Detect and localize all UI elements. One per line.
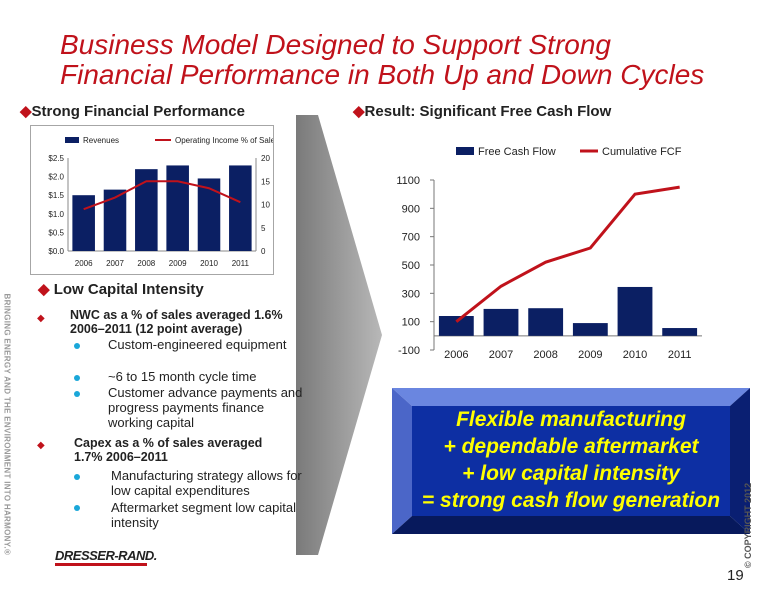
left-tick-label: $2.0 xyxy=(48,173,64,182)
x-tick-label: 2011 xyxy=(232,259,250,268)
right-tick-label: 15 xyxy=(261,177,270,186)
right-section-header: ◆Result: Significant Free Cash Flow xyxy=(353,102,611,120)
blue-dot-bullet-icon xyxy=(74,343,80,349)
callout-text: Flexible manufacturing + dependable afte… xyxy=(412,406,730,516)
sub-bullet-2: ~6 to 15 month cycle time xyxy=(108,369,257,384)
x-tick-label: 2006 xyxy=(444,349,468,361)
fcf-bar xyxy=(617,286,653,336)
left-section-header: ◆Strong Financial Performance xyxy=(20,102,245,120)
x-tick-label: 2009 xyxy=(169,259,187,268)
x-tick-label: 2008 xyxy=(533,349,557,361)
legend-label-op-income: Operating Income % of Sales xyxy=(175,136,273,145)
left-tick-label: $1.5 xyxy=(48,191,64,200)
y-tick-label: -100 xyxy=(398,345,420,357)
x-tick-label: 2007 xyxy=(106,259,124,268)
cumulative-fcf-line xyxy=(455,185,680,323)
legend-label-revenues: Revenues xyxy=(83,136,119,145)
page-number: 19 xyxy=(727,567,744,584)
sub-bullet-5: Aftermarket segment low capital intensit… xyxy=(111,500,296,530)
copyright-text: © COPYRIGHT 2012 xyxy=(743,482,753,568)
fcf-bar xyxy=(483,308,519,336)
slide-title: Business Model Designed to Support Stron… xyxy=(60,30,760,90)
revenue-bar xyxy=(135,169,158,251)
blue-dot-bullet-icon xyxy=(74,505,80,511)
fcf-bar xyxy=(438,316,474,336)
fcf-chart: Free Cash Flow Cumulative FCF -100 100 300 50… xyxy=(396,146,702,361)
callout-line-3: + low capital intensity xyxy=(462,462,680,485)
x-tick-label: 2007 xyxy=(489,349,513,361)
x-tick-label: 2009 xyxy=(578,349,602,361)
legend-swatch-fcf xyxy=(456,147,474,155)
callout-box: Flexible manufacturing + dependable afte… xyxy=(392,388,750,534)
right-tick-label: 20 xyxy=(261,154,270,163)
side-tagline: BRINGING ENERGY AND THE ENVIRONMENT INTO… xyxy=(2,293,12,556)
fcf-bar xyxy=(662,328,698,336)
y-tick-label: 100 xyxy=(402,317,420,329)
right-tick-label: 5 xyxy=(261,224,266,233)
sub-bullet-3: Customer advance payments and progress p… xyxy=(108,385,303,430)
sub-bullet-4: Manufacturing strategy allows for low ca… xyxy=(111,468,302,498)
x-tick-label: 2011 xyxy=(668,349,692,361)
callout-line-4: = strong cash flow generation xyxy=(421,489,721,512)
right-header-text: Result: Significant Free Cash Flow xyxy=(364,103,612,120)
x-tick-label: 2008 xyxy=(137,259,155,268)
legend-label-cumulative: Cumulative FCF xyxy=(602,146,682,158)
right-tick-label: 10 xyxy=(261,201,270,210)
revenue-bar xyxy=(229,165,252,251)
revenue-bar xyxy=(103,189,127,251)
operating-income-line xyxy=(83,180,241,211)
blue-dot-bullet-icon xyxy=(74,474,80,480)
callout-bevel xyxy=(392,388,750,534)
y-tick-label: 300 xyxy=(402,288,420,300)
x-tick-label: 2010 xyxy=(623,349,647,361)
left-tick-label: $0.0 xyxy=(48,247,64,256)
dresser-rand-logo: DRESSER-RAND. xyxy=(55,548,157,563)
red-diamond-bullet-icon: ◆ xyxy=(37,313,45,324)
callout-line-2: + dependable aftermarket xyxy=(443,435,699,458)
blue-dot-bullet-icon xyxy=(74,375,80,381)
low-capital-header-text: Low Capital Intensity xyxy=(53,281,204,298)
diamond-bullet-icon: ◆ xyxy=(20,103,32,120)
legend-label-fcf: Free Cash Flow xyxy=(478,146,556,158)
revenue-bar xyxy=(72,195,95,251)
revenue-bar xyxy=(197,178,221,251)
right-tick-label: 0 xyxy=(261,247,266,256)
logo-underline xyxy=(55,563,147,566)
low-capital-header: ◆ Low Capital Intensity xyxy=(38,280,204,298)
title-line-1: Business Model Designed to Support Stron… xyxy=(60,29,611,60)
left-tick-label: $1.0 xyxy=(48,210,64,219)
fcf-bar xyxy=(572,323,608,336)
red-diamond-bullet-icon: ◆ xyxy=(37,440,45,451)
callout-line-1: Flexible manufacturing xyxy=(456,408,686,431)
bullet-nwc: NWC as a % of sales averaged 1.6% 2006–2… xyxy=(70,308,283,336)
revenue-bar xyxy=(166,165,189,251)
bullet-capex: Capex as a % of sales averaged 1.7% 2006… xyxy=(74,436,263,464)
y-tick-label: 1100 xyxy=(396,175,420,187)
x-tick-label: 2010 xyxy=(200,259,218,268)
legend-swatch-revenues xyxy=(65,137,79,143)
x-tick-label: 2006 xyxy=(75,259,93,268)
diamond-bullet-icon: ◆ xyxy=(38,281,50,298)
right-arrow-icon xyxy=(296,115,382,555)
blue-dot-bullet-icon xyxy=(74,391,80,397)
title-line-2: Financial Performance in Both Up and Dow… xyxy=(60,59,705,90)
revenue-chart-frame: Revenues Operating Income % of Sales $0.0 $… xyxy=(30,125,279,275)
diamond-bullet-icon: ◆ xyxy=(353,103,365,120)
fcf-chart-frame: Free Cash Flow Cumulative FCF -100 100 300 50… xyxy=(392,126,728,368)
left-tick-label: $0.5 xyxy=(48,228,64,237)
fcf-bar xyxy=(528,308,564,336)
y-tick-label: 900 xyxy=(402,203,420,215)
y-tick-label: 700 xyxy=(402,232,420,244)
sub-bullet-1: Custom-engineered equipment xyxy=(108,337,287,352)
y-tick-label: 500 xyxy=(402,260,420,272)
revenue-chart: Revenues Operating Income % of Sales $0.0 $… xyxy=(48,136,279,268)
left-header-text: Strong Financial Performance xyxy=(31,103,245,120)
left-tick-label: $2.5 xyxy=(48,154,64,163)
